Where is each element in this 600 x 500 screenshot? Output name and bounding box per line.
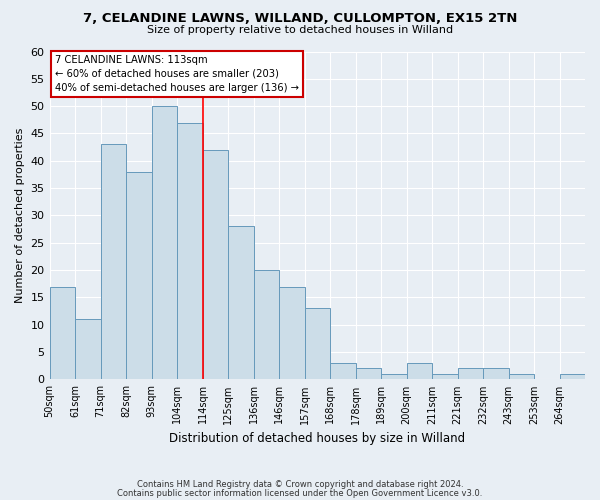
Bar <box>126 172 152 380</box>
Bar <box>177 122 203 380</box>
Text: Size of property relative to detached houses in Willand: Size of property relative to detached ho… <box>147 25 453 35</box>
Text: Contains HM Land Registry data © Crown copyright and database right 2024.: Contains HM Land Registry data © Crown c… <box>137 480 463 489</box>
Bar <box>458 368 483 380</box>
Bar <box>432 374 458 380</box>
Y-axis label: Number of detached properties: Number of detached properties <box>15 128 25 303</box>
Bar <box>407 363 432 380</box>
Bar <box>560 374 585 380</box>
Bar <box>203 150 228 380</box>
Bar <box>152 106 177 380</box>
X-axis label: Distribution of detached houses by size in Willand: Distribution of detached houses by size … <box>169 432 466 445</box>
Bar <box>483 368 509 380</box>
Bar <box>75 320 101 380</box>
Text: 7 CELANDINE LAWNS: 113sqm
← 60% of detached houses are smaller (203)
40% of semi: 7 CELANDINE LAWNS: 113sqm ← 60% of detac… <box>55 55 299 93</box>
Bar <box>279 286 305 380</box>
Bar <box>254 270 279 380</box>
Text: Contains public sector information licensed under the Open Government Licence v3: Contains public sector information licen… <box>118 488 482 498</box>
Bar <box>50 286 75 380</box>
Bar <box>228 226 254 380</box>
Text: 7, CELANDINE LAWNS, WILLAND, CULLOMPTON, EX15 2TN: 7, CELANDINE LAWNS, WILLAND, CULLOMPTON,… <box>83 12 517 26</box>
Bar <box>330 363 356 380</box>
Bar <box>381 374 407 380</box>
Bar <box>101 144 126 380</box>
Bar <box>356 368 381 380</box>
Bar <box>509 374 534 380</box>
Bar <box>305 308 330 380</box>
